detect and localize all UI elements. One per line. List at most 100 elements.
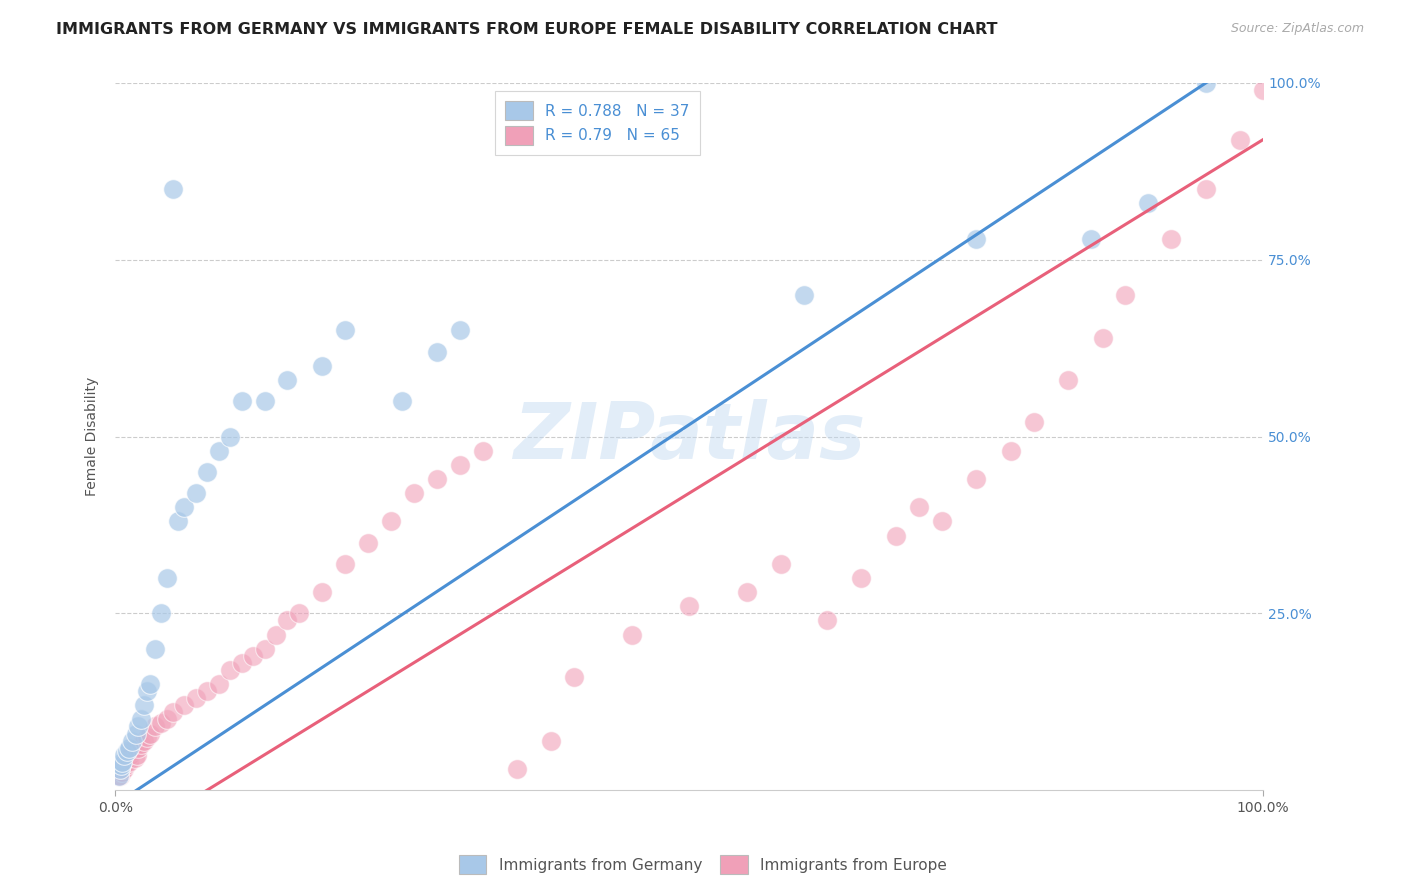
Point [770, 557, 793, 571]
Y-axis label: Female Disability: Female Disability [86, 377, 100, 496]
Point [357, 535, 380, 549]
Point [253, 394, 276, 409]
Point [620, 627, 643, 641]
Point [851, 571, 873, 585]
Point [231, 394, 253, 409]
Point [173, 698, 195, 713]
Point [136, 684, 159, 698]
Point [264, 627, 287, 641]
Point [402, 486, 425, 500]
Point [150, 715, 173, 730]
Point [884, 528, 907, 542]
Point [1160, 231, 1182, 245]
Text: ZIPatlas: ZIPatlas [513, 399, 865, 475]
Point [120, 747, 142, 762]
Point [908, 500, 931, 515]
Point [184, 486, 207, 500]
Point [1000, 443, 1022, 458]
Point [136, 730, 159, 744]
Point [207, 443, 229, 458]
Point [125, 726, 148, 740]
Point [965, 472, 987, 486]
Text: Source: ZipAtlas.com: Source: ZipAtlas.com [1230, 22, 1364, 36]
Point [311, 585, 333, 599]
Point [125, 747, 148, 762]
Point [1229, 132, 1251, 146]
Point [115, 755, 138, 769]
Point [107, 769, 129, 783]
Point [110, 762, 132, 776]
Point [114, 762, 136, 776]
Point [156, 713, 179, 727]
Point [564, 670, 586, 684]
Point [112, 758, 135, 772]
Point [276, 373, 298, 387]
Point [449, 323, 471, 337]
Point [127, 740, 149, 755]
Point [793, 288, 815, 302]
Point [449, 458, 471, 472]
Point [540, 733, 562, 747]
Point [1195, 182, 1218, 196]
Point [117, 751, 139, 765]
Point [276, 614, 298, 628]
Point [129, 713, 152, 727]
Point [124, 751, 146, 765]
Text: IMMIGRANTS FROM GERMANY VS IMMIGRANTS FROM EUROPE FEMALE DISABILITY CORRELATION : IMMIGRANTS FROM GERMANY VS IMMIGRANTS FR… [56, 22, 998, 37]
Point [965, 231, 987, 245]
Legend: Immigrants from Germany, Immigrants from Europe: Immigrants from Germany, Immigrants from… [453, 849, 953, 880]
Point [1091, 330, 1114, 344]
Point [195, 465, 218, 479]
Point [1022, 416, 1045, 430]
Point [333, 557, 356, 571]
Point [735, 585, 758, 599]
Point [108, 769, 131, 783]
Point [111, 765, 134, 780]
Point [678, 599, 700, 614]
Point [391, 394, 413, 409]
Point [114, 758, 136, 772]
Point [815, 614, 838, 628]
Point [1080, 231, 1102, 245]
Point [380, 515, 402, 529]
Point [111, 755, 134, 769]
Point [145, 641, 167, 656]
Point [138, 677, 160, 691]
Point [311, 359, 333, 373]
Point [107, 769, 129, 783]
Point [253, 641, 276, 656]
Point [231, 656, 253, 670]
Point [426, 472, 449, 486]
Point [132, 733, 155, 747]
Point [107, 765, 129, 780]
Point [333, 323, 356, 337]
Point [219, 663, 242, 677]
Point [162, 706, 184, 720]
Point [127, 719, 149, 733]
Point [931, 515, 953, 529]
Point [129, 737, 152, 751]
Point [1114, 288, 1136, 302]
Point [110, 758, 132, 772]
Point [118, 755, 141, 769]
Point [506, 762, 529, 776]
Point [426, 344, 449, 359]
Point [121, 733, 143, 747]
Point [242, 648, 264, 663]
Point [156, 571, 179, 585]
Point [132, 698, 155, 713]
Point [118, 740, 141, 755]
Point [121, 744, 143, 758]
Point [145, 719, 167, 733]
Point [471, 443, 494, 458]
Point [138, 726, 160, 740]
Point [195, 684, 218, 698]
Point [115, 744, 138, 758]
Point [114, 747, 136, 762]
Point [184, 691, 207, 706]
Point [162, 182, 184, 196]
Point [288, 607, 311, 621]
Point [1057, 373, 1080, 387]
Point [207, 677, 229, 691]
Point [150, 607, 173, 621]
